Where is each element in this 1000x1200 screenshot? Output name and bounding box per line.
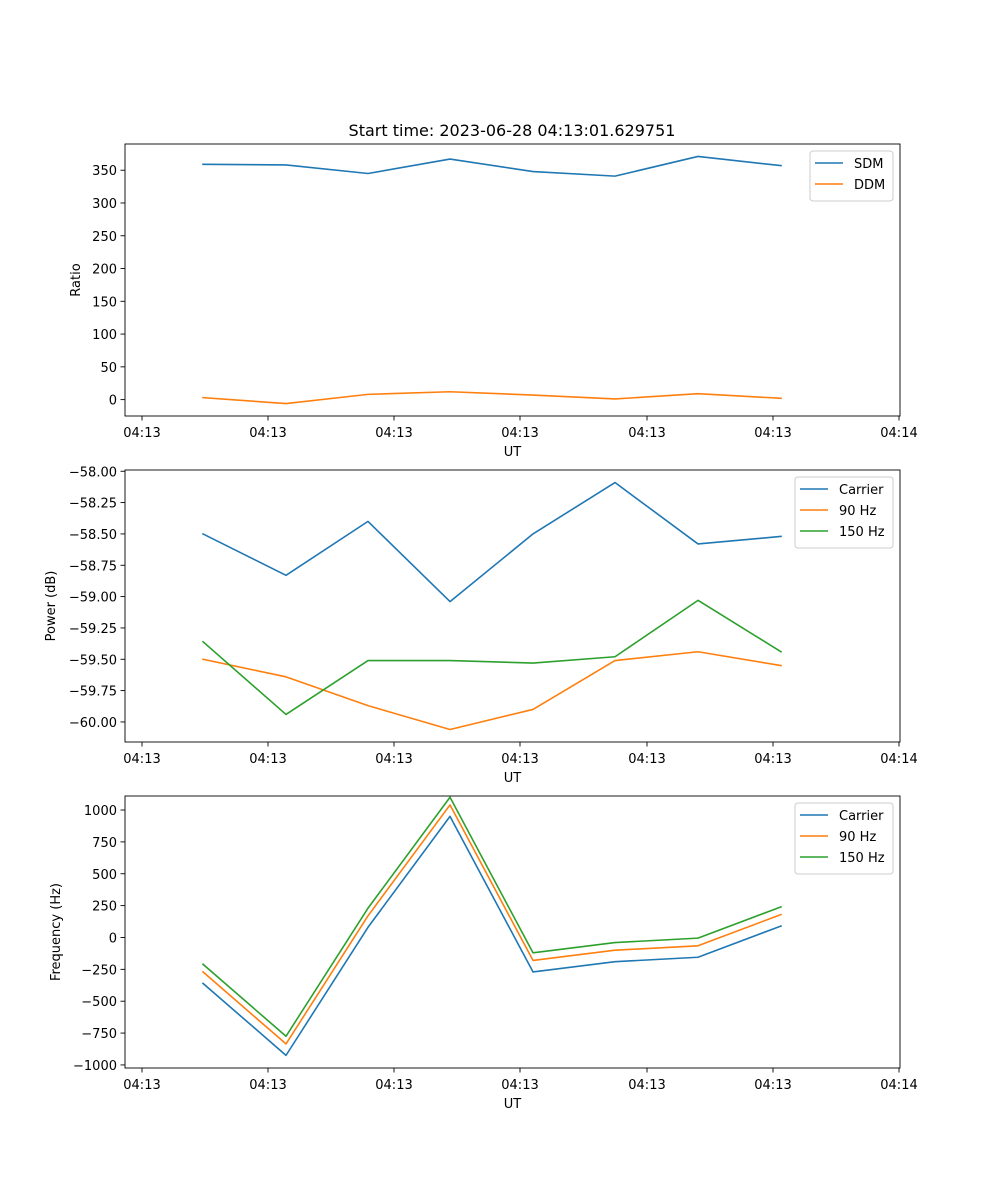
x-tick-label: 04:14 bbox=[880, 752, 917, 767]
x-tick-label: 04:13 bbox=[628, 426, 665, 441]
x-tick-label: 04:14 bbox=[880, 1078, 917, 1093]
x-tick-label: 04:13 bbox=[375, 752, 412, 767]
y-tick-label: −59.75 bbox=[69, 685, 117, 700]
x-tick-label: 04:14 bbox=[880, 426, 917, 441]
figure-title: Start time: 2023-06-28 04:13:01.629751 bbox=[349, 121, 676, 140]
legend-label: DDM bbox=[854, 178, 885, 193]
plot-frame bbox=[124, 143, 901, 417]
legend-label: Carrier bbox=[839, 483, 884, 498]
plot-frame bbox=[124, 795, 901, 1069]
chart-panel-3: 04:13 04:13 04:13 04:13 04:13 04:13 04:14 −1000… bbox=[49, 795, 918, 1112]
y-tick-label: 1000 bbox=[84, 804, 117, 819]
y-tick-label: 250 bbox=[92, 900, 117, 915]
x-axis-label: UT bbox=[504, 1097, 522, 1112]
y-tick-label: 50 bbox=[100, 361, 117, 376]
y-tick-label: 750 bbox=[92, 836, 117, 851]
legend: Carrier 90 Hz 150 Hz bbox=[794, 802, 894, 875]
y-tick-label: −58.75 bbox=[69, 559, 117, 574]
legend: SDM DDM bbox=[809, 150, 894, 202]
series-line-sdm bbox=[202, 155, 782, 177]
x-tick-label: 04:13 bbox=[754, 426, 791, 441]
y-tick-label: 350 bbox=[92, 164, 117, 179]
series-line-ddm bbox=[202, 390, 782, 405]
legend-label: 90 Hz bbox=[839, 504, 876, 519]
x-tick-label: 04:13 bbox=[501, 752, 538, 767]
series-line-carrier bbox=[201, 815, 783, 1057]
x-tick-label: 04:13 bbox=[123, 752, 160, 767]
y-tick-label: −250 bbox=[81, 963, 117, 978]
y-tick-label: −750 bbox=[81, 1027, 117, 1042]
legend-label: 150 Hz bbox=[839, 525, 885, 540]
y-tick-label: −58.00 bbox=[69, 465, 117, 480]
legend-label: Carrier bbox=[839, 809, 884, 824]
y-tick-label: 0 bbox=[109, 394, 117, 409]
x-tick-label: 04:13 bbox=[123, 426, 160, 441]
legend-label: 90 Hz bbox=[839, 830, 876, 845]
legend-label: SDM bbox=[854, 157, 883, 172]
chart-panel-2: 04:13 04:13 04:13 04:13 04:13 04:13 04:14 −60.0… bbox=[44, 465, 918, 786]
y-axis-label: Power (dB) bbox=[44, 571, 59, 642]
x-tick-label: 04:13 bbox=[249, 752, 286, 767]
chart-panel-1: 04:13 04:13 04:13 04:13 04:13 04:13 04:14 0 50 10… bbox=[69, 143, 918, 460]
y-tick-label: −58.25 bbox=[69, 497, 117, 512]
y-tick-label: −59.00 bbox=[69, 591, 117, 606]
series-line-carrier bbox=[201, 481, 782, 603]
x-tick-label: 04:13 bbox=[628, 1078, 665, 1093]
y-tick-label: 500 bbox=[92, 868, 117, 883]
x-tick-label: 04:13 bbox=[754, 752, 791, 767]
y-tick-label: −58.50 bbox=[69, 528, 117, 543]
series-line-90-hz bbox=[202, 650, 782, 731]
y-axis-label: Ratio bbox=[69, 263, 84, 296]
y-tick-label: −1000 bbox=[73, 1059, 117, 1074]
legend-label: 150 Hz bbox=[839, 851, 885, 866]
x-tick-label: 04:13 bbox=[249, 426, 286, 441]
x-tick-label: 04:13 bbox=[375, 426, 412, 441]
x-tick-label: 04:13 bbox=[628, 752, 665, 767]
y-tick-label: −59.50 bbox=[69, 653, 117, 668]
x-tick-label: 04:13 bbox=[375, 1078, 412, 1093]
y-tick-label: 300 bbox=[92, 197, 117, 212]
legend: Carrier 90 Hz 150 Hz bbox=[794, 476, 894, 549]
y-tick-label: 0 bbox=[109, 931, 117, 946]
plot-frame bbox=[124, 469, 901, 743]
series-line-150-hz bbox=[201, 599, 783, 716]
x-tick-label: 04:13 bbox=[123, 1078, 160, 1093]
x-tick-label: 04:13 bbox=[754, 1078, 791, 1093]
y-tick-label: 250 bbox=[92, 230, 117, 245]
y-tick-label: −500 bbox=[81, 995, 117, 1010]
x-tick-label: 04:13 bbox=[249, 1078, 286, 1093]
series-line-150-hz bbox=[201, 796, 783, 1038]
y-tick-label: −60.00 bbox=[69, 716, 117, 731]
y-tick-label: 150 bbox=[92, 295, 117, 310]
y-axis-label: Frequency (Hz) bbox=[49, 883, 64, 981]
y-tick-label: 200 bbox=[92, 263, 117, 278]
x-tick-label: 04:13 bbox=[501, 426, 538, 441]
x-axis-label: UT bbox=[504, 445, 522, 460]
y-tick-label: −59.25 bbox=[69, 622, 117, 637]
series-line-90-hz bbox=[201, 804, 783, 1045]
x-axis-label: UT bbox=[504, 771, 522, 786]
x-tick-label: 04:13 bbox=[501, 1078, 538, 1093]
y-tick-label: 100 bbox=[92, 328, 117, 343]
